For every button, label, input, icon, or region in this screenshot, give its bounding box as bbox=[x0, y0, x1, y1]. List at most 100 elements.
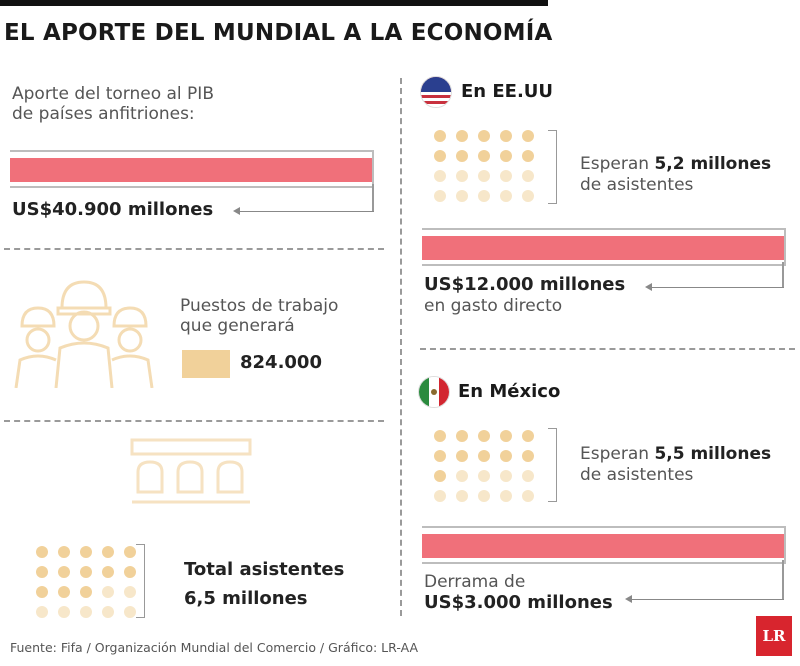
pib-value: US$40.900 millones bbox=[12, 199, 214, 220]
mexico-arrow-icon bbox=[625, 595, 632, 603]
attendee-dot bbox=[58, 566, 70, 578]
attendee-dot bbox=[80, 546, 92, 558]
attendee-dot bbox=[522, 470, 534, 482]
right-divider bbox=[420, 348, 795, 350]
attendee-dot bbox=[478, 470, 490, 482]
jobs-label-1: Puestos de trabajo bbox=[180, 296, 339, 316]
lr-logo: LR bbox=[756, 616, 792, 656]
attendee-dot bbox=[500, 130, 512, 142]
attendee-dot bbox=[58, 586, 70, 598]
mexico-attendees-value: 5,5 millones bbox=[654, 444, 772, 464]
attendee-dot bbox=[434, 190, 446, 202]
attendee-dot bbox=[36, 566, 48, 578]
mexico-spill-label: Derrama de bbox=[424, 572, 526, 592]
mexico-bar bbox=[422, 534, 784, 558]
pib-bar-frame bbox=[10, 150, 374, 188]
attendee-dot bbox=[124, 586, 136, 598]
attendee-dot bbox=[102, 586, 114, 598]
attendee-dot bbox=[500, 450, 512, 462]
pib-connector bbox=[372, 184, 374, 212]
center-divider bbox=[400, 78, 402, 616]
attendee-dot bbox=[124, 566, 136, 578]
attendee-dot bbox=[500, 170, 512, 182]
usa-attendees-value: 5,2 millones bbox=[654, 154, 772, 174]
mexico-connector bbox=[782, 560, 784, 600]
mexico-title: En México bbox=[458, 381, 561, 402]
usa-spend-value: US$12.000 millones bbox=[424, 274, 626, 295]
attendance-bracket bbox=[136, 544, 145, 618]
attendee-dot bbox=[500, 470, 512, 482]
attendee-dot bbox=[522, 450, 534, 462]
attendee-dot bbox=[522, 430, 534, 442]
attendee-dot bbox=[478, 170, 490, 182]
attendee-dot bbox=[456, 430, 468, 442]
attendee-dot bbox=[102, 566, 114, 578]
usa-attendees-line1: Esperan 5,2 millones bbox=[580, 154, 771, 174]
mexico-bracket bbox=[548, 428, 557, 502]
source-note: Fuente: Fifa / Organización Mundial del … bbox=[10, 640, 419, 655]
usa-arrow-icon bbox=[645, 283, 652, 291]
attendee-dot bbox=[500, 490, 512, 502]
usa-bracket bbox=[548, 130, 557, 204]
attendee-dot bbox=[434, 430, 446, 442]
attendee-dot bbox=[36, 546, 48, 558]
mexico-flag-icon bbox=[418, 376, 450, 408]
attendee-dot bbox=[522, 150, 534, 162]
attendee-dot bbox=[434, 490, 446, 502]
attendee-dot bbox=[456, 170, 468, 182]
attendee-dot bbox=[102, 546, 114, 558]
attendee-dot bbox=[456, 190, 468, 202]
left-divider-2 bbox=[4, 420, 384, 422]
attendee-dot bbox=[102, 606, 114, 618]
mexico-arrow-line bbox=[632, 599, 784, 600]
attendee-dot bbox=[434, 450, 446, 462]
pib-arrow-line bbox=[240, 211, 374, 212]
usa-attendance-dots bbox=[434, 130, 544, 204]
attendee-dot bbox=[522, 170, 534, 182]
attendee-dot bbox=[522, 490, 534, 502]
attendee-dot bbox=[80, 606, 92, 618]
attendance-dots bbox=[36, 546, 136, 620]
attendee-dot bbox=[500, 190, 512, 202]
attendee-dot bbox=[478, 130, 490, 142]
mexico-attendees-prefix: Esperan bbox=[580, 444, 655, 464]
attendee-dot bbox=[58, 606, 70, 618]
usa-spend-label: en gasto directo bbox=[424, 296, 563, 316]
attendee-dot bbox=[478, 150, 490, 162]
attendee-dot bbox=[500, 430, 512, 442]
usa-connector bbox=[782, 262, 784, 288]
attendee-dot bbox=[456, 150, 468, 162]
usa-title: En EE.UU bbox=[461, 81, 554, 102]
mexico-attendance-dots bbox=[434, 430, 544, 504]
mexico-attendees-line2: de asistentes bbox=[580, 465, 694, 485]
attendee-dot bbox=[522, 130, 534, 142]
jobs-value: 824.000 bbox=[240, 352, 322, 373]
pib-arrow-icon bbox=[233, 207, 240, 215]
attendance-label: Total asistentes bbox=[184, 559, 345, 580]
attendee-dot bbox=[124, 546, 136, 558]
usa-bar-frame bbox=[422, 228, 786, 266]
usa-arrow-line bbox=[652, 287, 784, 288]
attendee-dot bbox=[478, 190, 490, 202]
jobs-swatch bbox=[182, 350, 230, 378]
attendee-dot bbox=[434, 170, 446, 182]
mexico-spill-value: US$3.000 millones bbox=[424, 592, 613, 613]
attendee-dot bbox=[522, 190, 534, 202]
pib-label-1: Aporte del torneo al PIB bbox=[12, 84, 214, 104]
attendee-dot bbox=[478, 430, 490, 442]
attendee-dot bbox=[434, 470, 446, 482]
attendee-dot bbox=[478, 450, 490, 462]
attendee-dot bbox=[36, 586, 48, 598]
stadium-seats-icon bbox=[130, 438, 252, 504]
usa-bar bbox=[422, 236, 784, 260]
top-rule bbox=[0, 0, 548, 6]
attendee-dot bbox=[456, 130, 468, 142]
mexico-attendees-line1: Esperan 5,5 millones bbox=[580, 444, 771, 464]
pib-bar bbox=[10, 158, 372, 182]
mexico-bar-frame bbox=[422, 526, 786, 564]
left-divider-1 bbox=[4, 248, 384, 250]
workers-icon bbox=[14, 280, 154, 388]
attendee-dot bbox=[434, 130, 446, 142]
page-title: EL APORTE DEL MUNDIAL A LA ECONOMÍA bbox=[4, 20, 553, 46]
attendee-dot bbox=[500, 150, 512, 162]
